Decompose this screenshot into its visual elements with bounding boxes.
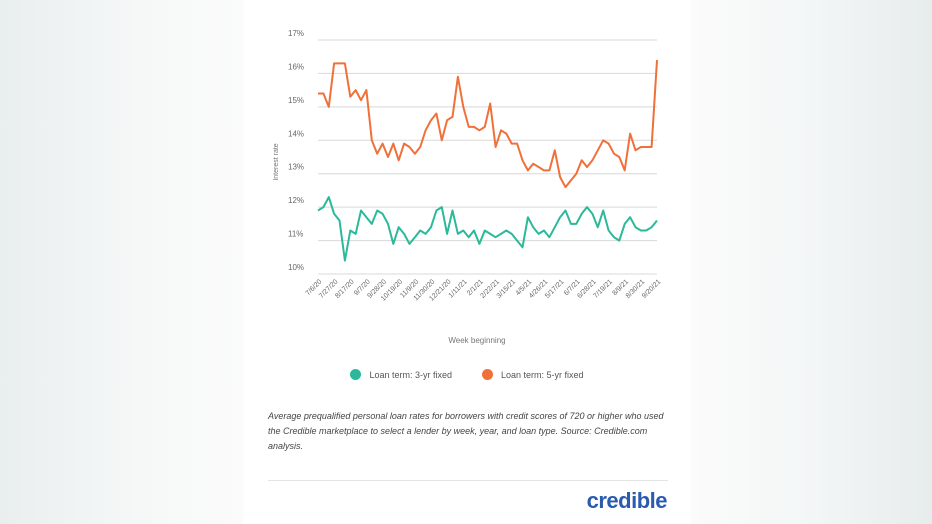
legend-item-5yr: Loan term: 5-yr fixed — [482, 369, 584, 380]
line-chart: 10%11%12%13%14%15%16%17%7/6/207/27/208/1… — [273, 29, 662, 345]
y-tick-label: 12% — [288, 196, 304, 205]
chart-caption: Average prequalified personal loan rates… — [268, 411, 664, 451]
y-tick-label: 10% — [288, 263, 304, 272]
legend-item-3yr: Loan term: 3-yr fixed — [350, 369, 452, 380]
y-tick-label: 14% — [288, 129, 304, 138]
y-tick-label: 15% — [288, 96, 304, 105]
legend: Loan term: 3-yr fixed Loan term: 5-yr fi… — [243, 369, 691, 380]
credible-logo: credible — [586, 488, 668, 513]
series-line-5yr — [318, 60, 658, 189]
legend-swatch-5yr — [482, 369, 493, 380]
y-tick-label: 13% — [288, 163, 304, 172]
y-tick-label: 17% — [288, 29, 304, 38]
x-tick-label: 1/11/21 — [448, 278, 469, 299]
y-tick-label: 11% — [288, 230, 303, 239]
chart-card: 10% 11% 12% 13% 14% 15% 16% 17% 7/6/20 7/27/20 8/1… — [243, 0, 691, 524]
legend-swatch-3yr — [350, 369, 362, 380]
y-axis-label: Interest rate — [273, 143, 280, 180]
x-axis-label: Week beginning — [448, 336, 505, 345]
legend-label-3yr: Loan term: 3-yr fixed — [369, 369, 452, 380]
legend-label-5yr: Loan term: 5-yr fixed — [501, 369, 584, 380]
divider — [268, 480, 668, 481]
y-tick-label: 16% — [288, 62, 304, 71]
series-line-3yr — [317, 196, 658, 262]
